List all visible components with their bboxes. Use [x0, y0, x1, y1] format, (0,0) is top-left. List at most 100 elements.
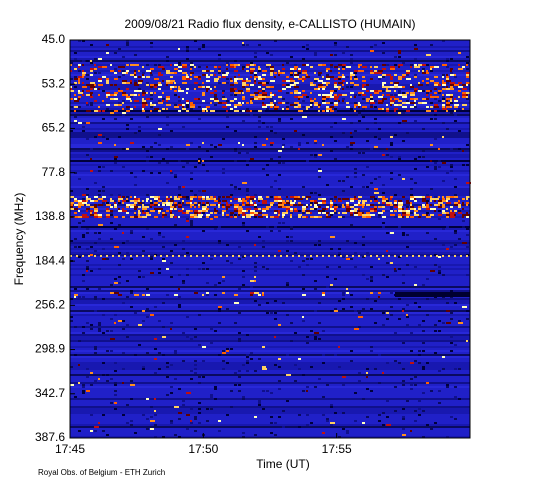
spectrogram-cell — [250, 204, 254, 206]
spectrogram-cell — [118, 66, 122, 68]
spectrogram-cell — [286, 92, 289, 94]
spectrogram-cell — [306, 210, 310, 212]
spectrogram-cell — [318, 338, 321, 340]
spectrogram-cell — [150, 238, 153, 240]
spectrogram-cell — [338, 298, 341, 300]
spectrogram-cell — [76, 255, 78, 257]
spectrogram-cell — [114, 206, 117, 208]
spectrogram-row — [70, 88, 470, 90]
spectrogram-cell — [306, 390, 308, 392]
spectrogram-cell — [282, 222, 285, 224]
spectrogram-cell — [410, 216, 414, 218]
spectrogram-cell — [378, 420, 381, 422]
spectrogram-cell — [342, 216, 345, 218]
spectrogram-cell — [82, 216, 86, 218]
spectrogram-cell — [86, 122, 90, 124]
spectrogram-cell — [258, 76, 261, 78]
spectrogram-cell — [114, 408, 117, 410]
spectrogram-cell — [422, 198, 426, 200]
spectrogram-cell — [338, 200, 342, 202]
spectrogram-cell — [462, 122, 465, 124]
spectrogram-cell — [154, 410, 156, 412]
spectrogram-cell — [130, 196, 132, 198]
spectrogram-row — [70, 380, 470, 382]
spectrogram-cell — [202, 202, 205, 204]
spectrogram-cell — [114, 278, 117, 280]
spectrogram-cell — [110, 194, 113, 196]
spectrogram-cell — [190, 78, 192, 80]
spectrogram-cell — [150, 72, 152, 74]
spectrogram-row — [70, 400, 470, 402]
spectrogram-cell — [142, 170, 145, 172]
spectrogram-cell — [262, 94, 267, 96]
spectrogram-cell — [158, 234, 161, 236]
spectrogram-cell — [246, 204, 250, 206]
spectrogram-cell — [142, 210, 144, 212]
spectrogram-cell — [422, 392, 425, 394]
spectrogram-cell — [102, 414, 105, 416]
spectrogram-cell — [146, 228, 149, 230]
spectrogram-cell — [346, 206, 351, 208]
spectrogram-cell — [110, 350, 113, 352]
spectrogram-cell — [166, 394, 169, 396]
spectrogram-row — [70, 276, 470, 278]
spectrogram-cell — [186, 74, 188, 76]
spectrogram-row — [70, 344, 470, 346]
spectrogram-cell — [148, 255, 150, 257]
spectrogram-cell — [134, 76, 137, 78]
spectrogram-cell — [98, 72, 101, 74]
spectrogram-cell — [182, 186, 185, 188]
spectrogram-cell — [234, 92, 238, 94]
spectrogram-cell — [382, 52, 385, 54]
spectrogram-cell — [358, 380, 361, 382]
spectrogram-cell — [234, 98, 237, 100]
spectrogram-cell — [382, 184, 385, 186]
spectrogram-cell — [394, 286, 397, 288]
spectrogram-cell — [86, 270, 88, 272]
spectrogram-cell — [154, 372, 157, 374]
spectrogram-cell — [282, 302, 285, 304]
spectrogram-cell — [430, 270, 435, 272]
spectrogram-cell — [278, 380, 281, 382]
spectrogram-cell — [298, 368, 301, 370]
spectrogram-cell — [394, 200, 397, 202]
spectrogram-cell — [462, 198, 465, 200]
spectrogram-cell — [266, 138, 268, 140]
spectrogram-cell — [458, 82, 462, 84]
spectrogram-cell — [330, 92, 333, 94]
spectrogram-row — [70, 150, 470, 152]
spectrogram-cell — [250, 426, 253, 428]
spectrogram-cell — [318, 212, 321, 214]
spectrogram-cell — [266, 216, 268, 218]
spectrogram-cell — [358, 372, 361, 374]
spectrogram-cell — [438, 270, 441, 272]
spectrogram-cell — [86, 228, 89, 230]
spectrogram-cell — [378, 354, 381, 356]
spectrogram-cell — [218, 196, 221, 198]
spectrogram-cell — [154, 86, 157, 88]
spectrogram-cell — [146, 92, 148, 94]
spectrogram-cell — [170, 328, 172, 330]
spectrogram-cell — [350, 306, 353, 308]
spectrogram-cell — [290, 56, 293, 58]
spectrogram-cell — [434, 138, 437, 140]
spectrogram-cell — [466, 202, 469, 204]
spectrogram-cell — [390, 144, 393, 146]
spectrogram-row — [70, 294, 470, 296]
spectrogram-cell — [150, 84, 154, 86]
spectrogram-cell — [382, 412, 385, 414]
spectrogram-row — [70, 428, 470, 430]
spectrogram-cell — [226, 206, 230, 208]
spectrogram-cell — [238, 142, 240, 144]
spectrogram-cell — [298, 110, 303, 112]
spectrogram-cell — [450, 72, 453, 74]
spectrogram-cell — [126, 70, 129, 72]
spectrogram-cell — [90, 324, 93, 326]
spectrogram-cell — [242, 68, 244, 70]
spectrogram-cell — [230, 94, 233, 96]
spectrogram-cell — [282, 426, 285, 428]
spectrogram-cell — [366, 84, 369, 86]
spectrogram-cell — [382, 424, 385, 426]
spectrogram-cell — [238, 200, 242, 202]
spectrogram-cell — [350, 214, 353, 216]
